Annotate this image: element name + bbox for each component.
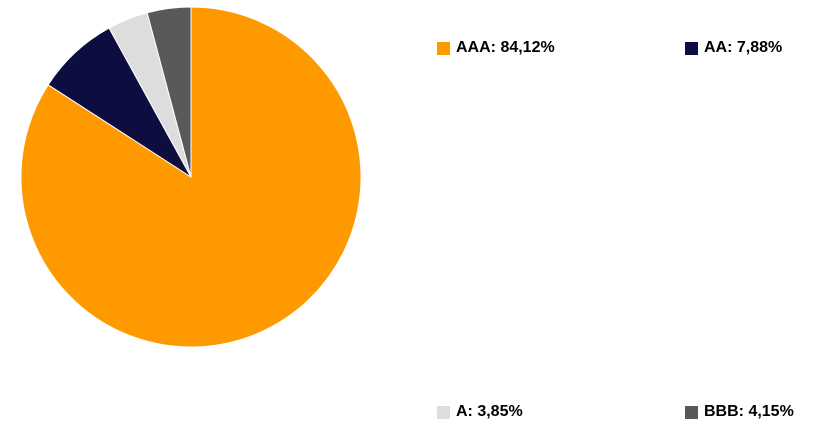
legend-label-a: A: 3,85% bbox=[456, 403, 523, 420]
legend-swatch-aaa bbox=[437, 41, 450, 55]
legend-item-aa: AA: 7,88% bbox=[685, 38, 782, 58]
legend-label-aaa: AAA: 84,12% bbox=[456, 39, 555, 56]
legend-label-aa: AA: 7,88% bbox=[704, 39, 783, 56]
legend-item-bbb: BBB: 4,15% bbox=[685, 402, 794, 422]
legend-swatch-bbb bbox=[685, 405, 698, 419]
pie-slice-aaa bbox=[20, 6, 362, 348]
legend-swatch-aa bbox=[685, 41, 698, 55]
pie-slice-bbb bbox=[146, 6, 192, 178]
legend-label-bbb: BBB: 4,15% bbox=[704, 403, 794, 420]
legend-swatch-a bbox=[437, 405, 450, 419]
legend-item-aaa: AAA: 84,12% bbox=[437, 38, 555, 58]
legend-item-a: A: 3,85% bbox=[437, 402, 523, 422]
